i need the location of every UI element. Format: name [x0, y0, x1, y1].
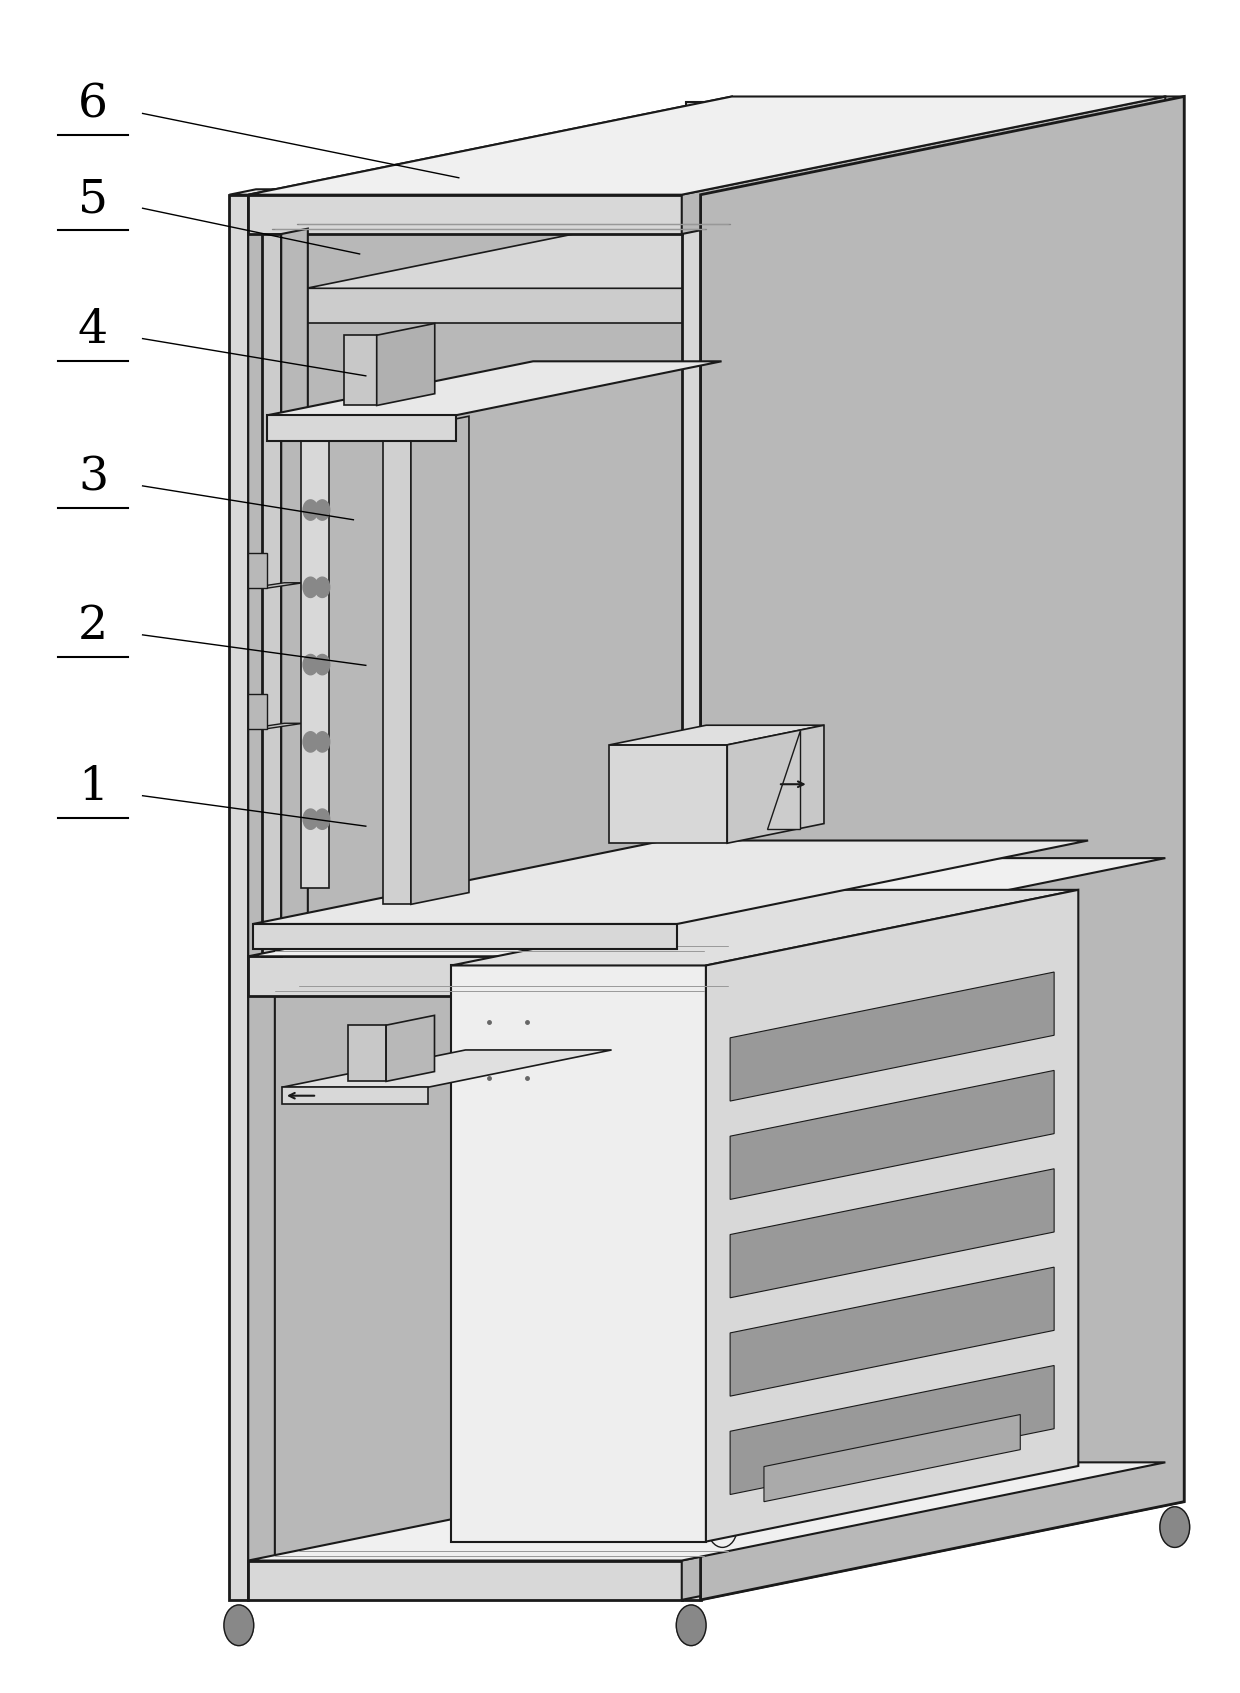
Circle shape [315, 577, 330, 598]
Text: 1: 1 [78, 765, 108, 809]
Polygon shape [248, 554, 267, 587]
Polygon shape [764, 1415, 1021, 1502]
Polygon shape [727, 725, 825, 843]
Polygon shape [248, 582, 303, 587]
Circle shape [1159, 1507, 1189, 1547]
Polygon shape [1166, 97, 1184, 1502]
Circle shape [224, 1605, 254, 1646]
Polygon shape [248, 694, 267, 728]
Polygon shape [248, 97, 732, 1600]
Polygon shape [701, 97, 1184, 1600]
Polygon shape [687, 102, 706, 1507]
Text: 5: 5 [78, 178, 108, 222]
Polygon shape [348, 1026, 386, 1082]
Circle shape [315, 655, 330, 676]
Polygon shape [383, 428, 410, 904]
Polygon shape [253, 924, 677, 950]
Polygon shape [248, 234, 682, 1561]
Polygon shape [229, 195, 248, 1600]
Polygon shape [451, 965, 706, 1542]
Polygon shape [248, 195, 682, 234]
Polygon shape [682, 97, 1166, 234]
Polygon shape [281, 229, 308, 957]
Polygon shape [682, 1463, 1166, 1600]
Circle shape [676, 1605, 706, 1646]
Circle shape [315, 499, 330, 520]
Polygon shape [610, 725, 825, 745]
Circle shape [303, 499, 317, 520]
Text: 3: 3 [78, 455, 108, 499]
Polygon shape [682, 858, 1166, 995]
Polygon shape [386, 1016, 434, 1082]
Polygon shape [410, 416, 469, 904]
Polygon shape [682, 195, 701, 1600]
Polygon shape [306, 222, 1069, 288]
Polygon shape [248, 723, 303, 728]
Polygon shape [267, 361, 722, 415]
Circle shape [303, 731, 317, 752]
Polygon shape [730, 972, 1054, 1100]
Circle shape [303, 577, 317, 598]
Polygon shape [701, 97, 1184, 1600]
Polygon shape [682, 97, 1184, 195]
Polygon shape [766, 730, 800, 828]
Polygon shape [248, 1463, 1166, 1561]
Circle shape [303, 809, 317, 830]
Text: 2: 2 [78, 604, 108, 648]
Polygon shape [281, 1050, 611, 1087]
Polygon shape [730, 1168, 1054, 1299]
Circle shape [303, 655, 317, 676]
Circle shape [315, 809, 330, 830]
Polygon shape [301, 440, 330, 889]
Polygon shape [248, 858, 1166, 957]
Polygon shape [253, 840, 1089, 924]
Polygon shape [343, 335, 377, 406]
Polygon shape [451, 891, 1079, 965]
Polygon shape [263, 234, 281, 957]
Polygon shape [706, 891, 1079, 1542]
Polygon shape [248, 957, 682, 995]
Polygon shape [248, 97, 1166, 195]
Circle shape [315, 731, 330, 752]
Text: 6: 6 [78, 83, 108, 127]
Polygon shape [229, 190, 275, 195]
Polygon shape [267, 415, 455, 440]
Text: 4: 4 [78, 308, 108, 352]
Polygon shape [730, 1070, 1054, 1199]
Polygon shape [730, 1366, 1054, 1495]
Polygon shape [306, 288, 740, 323]
Polygon shape [730, 1266, 1054, 1397]
Polygon shape [281, 1087, 428, 1104]
Polygon shape [248, 190, 275, 1600]
Polygon shape [248, 1561, 682, 1600]
Circle shape [708, 1507, 738, 1547]
Polygon shape [610, 745, 727, 843]
Polygon shape [377, 323, 435, 406]
